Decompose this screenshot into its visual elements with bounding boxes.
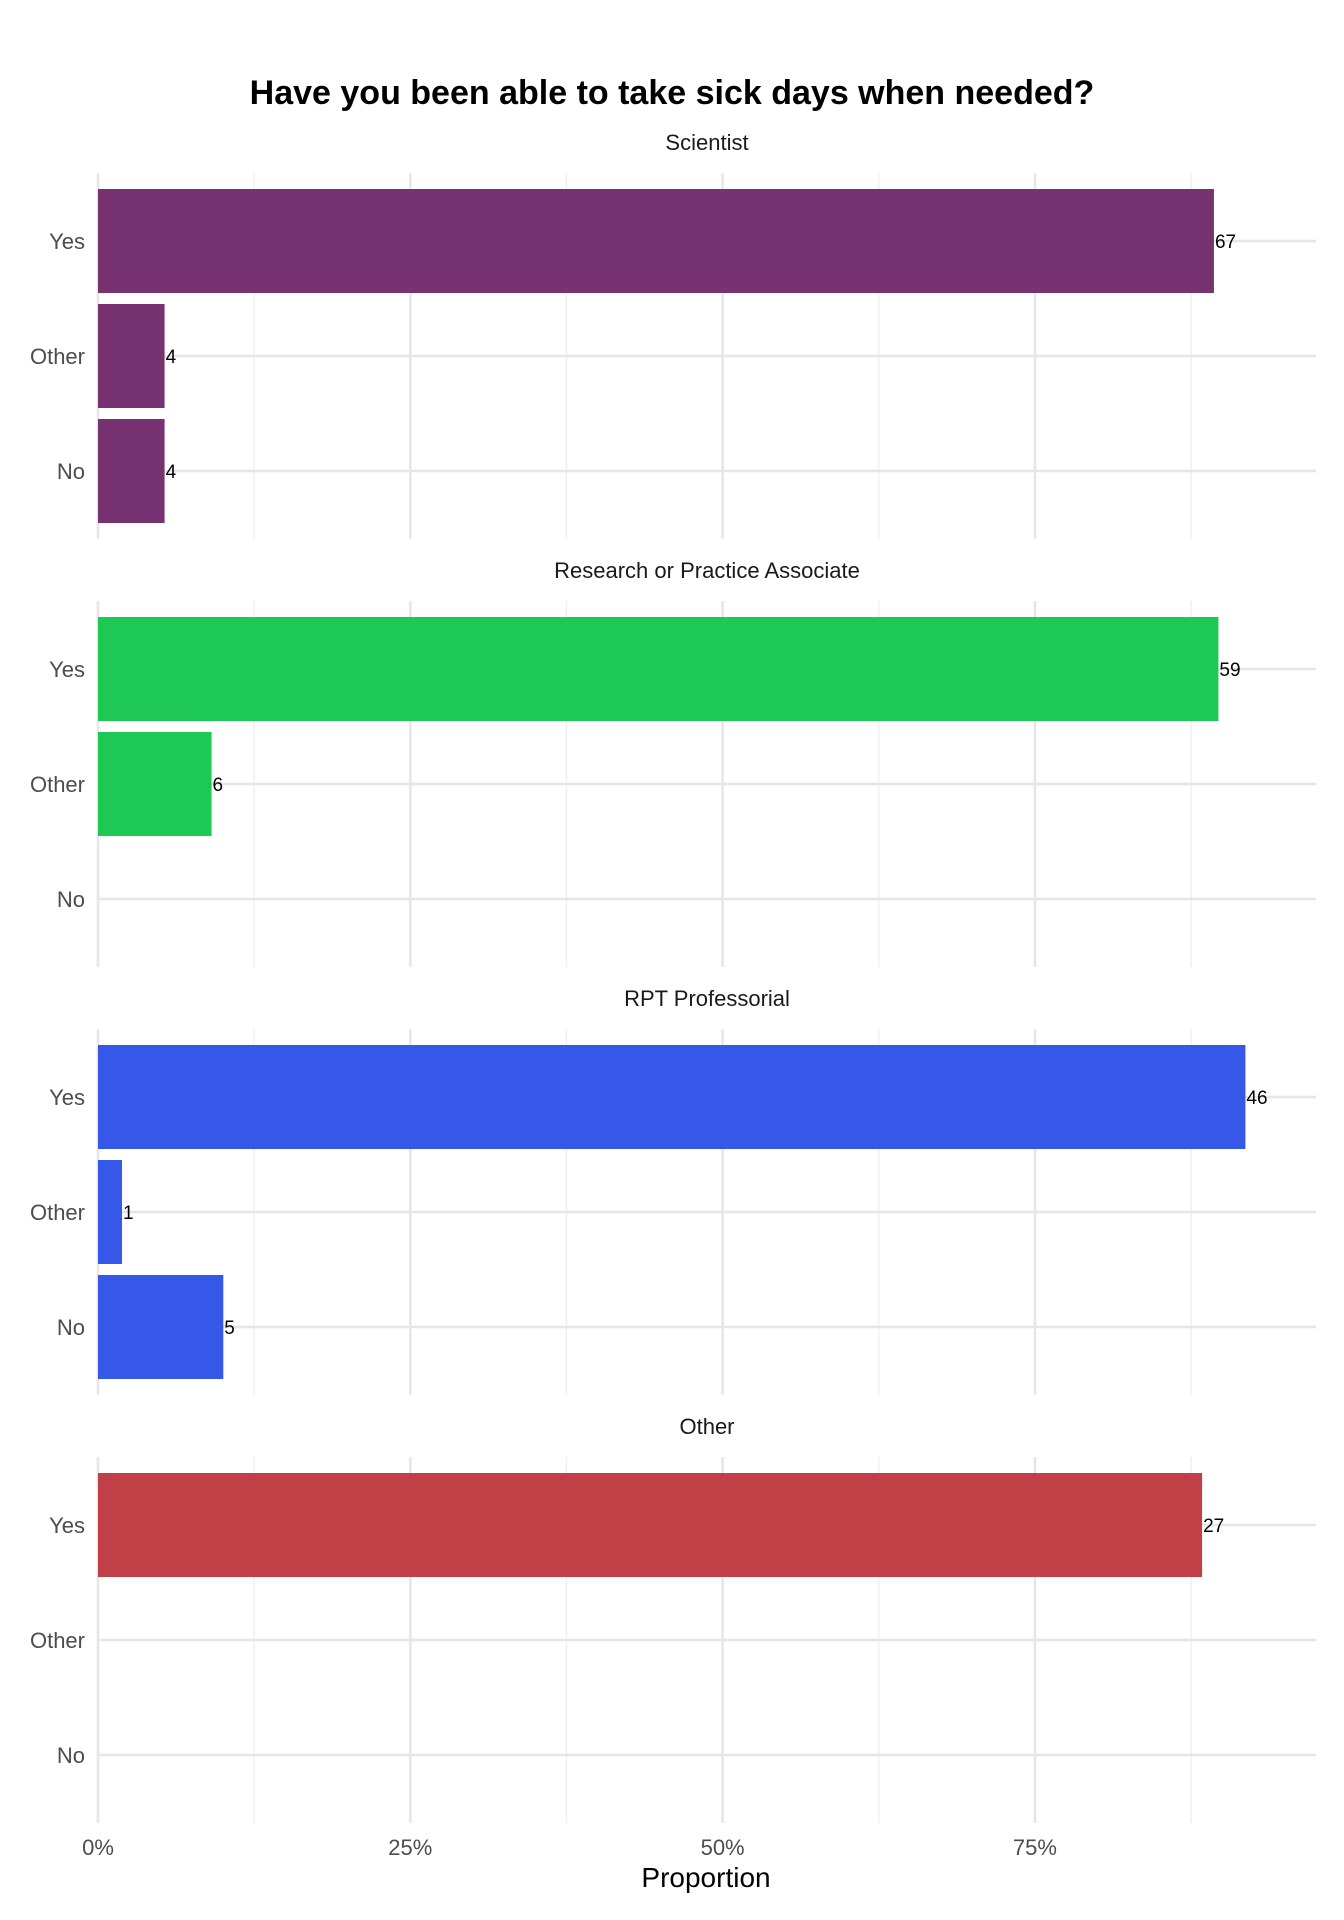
bar (98, 1045, 1246, 1149)
bar-data-label: 4 (166, 347, 177, 368)
y-tick-label: Yes (49, 657, 85, 682)
facet-panel: Research or Practice Associate Yes 59 Other… (30, 558, 1316, 967)
x-tick-label: 50% (701, 1835, 745, 1860)
y-tick-label: No (57, 1743, 85, 1768)
x-tick-label: 0% (82, 1835, 114, 1860)
x-axis: 0% 25% 50% 75% (82, 1835, 1057, 1860)
facet-panel: RPT Professorial Yes 46 Other 1 No 5 (30, 986, 1316, 1395)
facet-panel: Scientist Yes 67 Other 4 No 4 (30, 130, 1316, 539)
bar (98, 617, 1219, 721)
y-tick-label: No (57, 459, 85, 484)
facet-panels: Scientist Yes 67 Other 4 No 4 Research or Pract… (30, 130, 1316, 1823)
chart-title: Have you been able to take sick days whe… (250, 74, 1095, 112)
y-tick-label: Other (30, 772, 85, 797)
y-tick-label: Yes (49, 1513, 85, 1538)
bar (98, 732, 212, 836)
facet-strip-label: Other (679, 1414, 734, 1439)
bar-data-label: 67 (1215, 232, 1236, 253)
y-tick-label: Yes (49, 229, 85, 254)
bar (98, 419, 165, 523)
bar (98, 304, 165, 408)
bar (98, 1275, 224, 1379)
bar-data-label: 4 (166, 462, 177, 483)
x-tick-label: 25% (388, 1835, 432, 1860)
bar (98, 1160, 122, 1264)
bar-data-label: 46 (1246, 1088, 1267, 1109)
bar-data-label: 5 (224, 1318, 235, 1339)
bar-data-label: 1 (123, 1203, 134, 1224)
y-tick-label: Other (30, 1628, 85, 1653)
bar (98, 189, 1214, 293)
facet-strip-label: RPT Professorial (624, 986, 790, 1011)
facet-strip-label: Research or Practice Associate (554, 558, 860, 583)
bar-data-label: 59 (1219, 660, 1240, 681)
y-tick-label: No (57, 1315, 85, 1340)
x-axis-title: Proportion (641, 1862, 770, 1893)
y-tick-label: Other (30, 344, 85, 369)
facet-strip-label: Scientist (665, 130, 748, 155)
bar-data-label: 6 (213, 775, 224, 796)
y-tick-label: Other (30, 1200, 85, 1225)
y-tick-label: No (57, 887, 85, 912)
facet-panel: Other Yes 27 Other No (30, 1414, 1316, 1823)
x-tick-label: 75% (1013, 1835, 1057, 1860)
y-tick-label: Yes (49, 1085, 85, 1110)
bar (98, 1473, 1203, 1577)
bar-data-label: 27 (1203, 1516, 1224, 1537)
